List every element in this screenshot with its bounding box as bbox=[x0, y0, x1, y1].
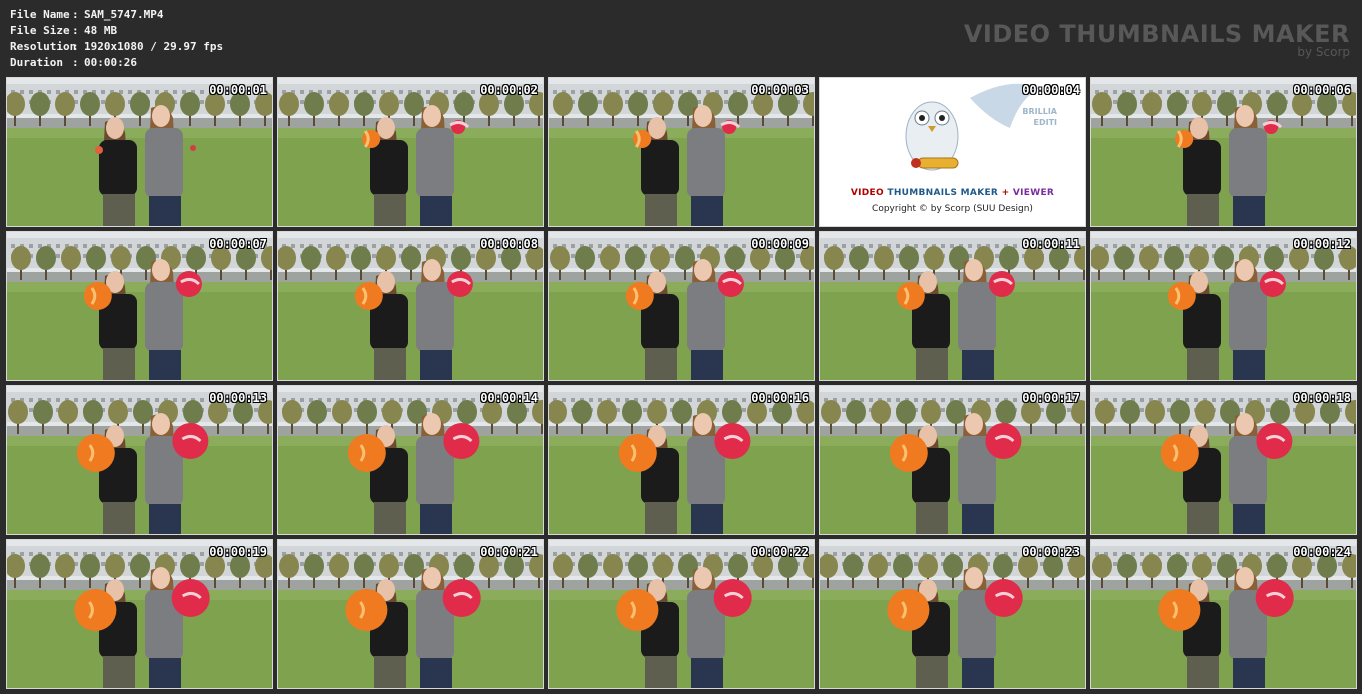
info-label: Resolution bbox=[10, 40, 77, 53]
info-value: 1920x1080 / 29.97 fps bbox=[84, 40, 224, 53]
logo-copyright: Copyright © by Scorp (SUU Design) bbox=[872, 204, 1033, 214]
info-separator: : bbox=[72, 56, 79, 69]
info-value: 00:00:26 bbox=[84, 56, 137, 69]
video-thumbnail[interactable]: 00:00:21 bbox=[277, 539, 544, 689]
logo-title-plus: + bbox=[1001, 188, 1010, 198]
video-thumbnail[interactable]: 00:00:18 bbox=[1090, 385, 1357, 535]
brand-title: VIDEO THUMBNAILS MAKER bbox=[963, 20, 1350, 48]
timestamp-label: 00:00:23 bbox=[1022, 545, 1080, 559]
video-frame bbox=[7, 232, 272, 380]
video-frame bbox=[278, 232, 543, 380]
video-thumbnail[interactable]: 00:00:14 bbox=[277, 385, 544, 535]
timestamp-label: 00:00:02 bbox=[480, 83, 538, 97]
logo-title-video: VIDEO bbox=[850, 188, 884, 198]
video-thumbnail[interactable]: 00:00:02 bbox=[277, 77, 544, 227]
video-frame bbox=[278, 540, 543, 688]
video-thumbnail[interactable]: 00:00:03 bbox=[548, 77, 815, 227]
logo-title-viewer: VIEWER bbox=[1012, 188, 1055, 198]
info-row: Resolution:1920x1080 / 29.97 fps bbox=[10, 39, 223, 55]
video-frame bbox=[1091, 78, 1356, 226]
video-frame bbox=[7, 386, 272, 534]
timestamp-label: 00:00:21 bbox=[480, 545, 538, 559]
logo-side-text: BRILLIA EDITI bbox=[1022, 106, 1057, 128]
video-thumbnail[interactable]: 00:00:22 bbox=[548, 539, 815, 689]
logo-title: VIDEO THUMBNAILS MAKER + VIEWER bbox=[820, 188, 1085, 198]
video-frame bbox=[820, 386, 1085, 534]
info-row: File Name: SAM_5747.MP4 bbox=[10, 7, 223, 23]
video-frame bbox=[278, 78, 543, 226]
video-frame bbox=[1091, 232, 1356, 380]
video-thumbnail[interactable]: 00:00:13 bbox=[6, 385, 273, 535]
timestamp-label: 00:00:04 bbox=[1022, 83, 1080, 97]
info-row: File Size:48 MB bbox=[10, 23, 223, 39]
video-frame bbox=[549, 386, 814, 534]
brand-watermark: VIDEO THUMBNAILS MAKER by Scorp bbox=[964, 20, 1350, 58]
timestamp-label: 00:00:22 bbox=[751, 545, 809, 559]
timestamp-label: 00:00:06 bbox=[1293, 83, 1351, 97]
video-thumbnail[interactable]: 00:00:24 bbox=[1090, 539, 1357, 689]
timestamp-label: 00:00:12 bbox=[1293, 237, 1351, 251]
timestamp-label: 00:00:16 bbox=[751, 391, 809, 405]
video-frame bbox=[549, 540, 814, 688]
brand-subtitle: by Scorp bbox=[1297, 45, 1350, 59]
info-separator: : bbox=[72, 8, 79, 21]
video-frame bbox=[278, 386, 543, 534]
timestamp-label: 00:00:13 bbox=[209, 391, 267, 405]
video-thumbnail[interactable]: 00:00:06 bbox=[1090, 77, 1357, 227]
video-frame bbox=[1091, 540, 1356, 688]
timestamp-label: 00:00:14 bbox=[480, 391, 538, 405]
timestamp-label: 00:00:03 bbox=[751, 83, 809, 97]
video-thumbnail[interactable]: 00:00:01 bbox=[6, 77, 273, 227]
info-separator: : bbox=[72, 24, 79, 37]
video-frame bbox=[1091, 386, 1356, 534]
timestamp-label: 00:00:09 bbox=[751, 237, 809, 251]
timestamp-label: 00:00:11 bbox=[1022, 237, 1080, 251]
video-frame bbox=[7, 540, 272, 688]
info-value: SAM_5747.MP4 bbox=[84, 8, 164, 21]
video-frame bbox=[820, 540, 1085, 688]
timestamp-label: 00:00:07 bbox=[209, 237, 267, 251]
video-thumbnail[interactable]: 00:00:11 bbox=[819, 231, 1086, 381]
video-frame bbox=[549, 78, 814, 226]
timestamp-label: 00:00:19 bbox=[209, 545, 267, 559]
timestamp-label: 00:00:18 bbox=[1293, 391, 1351, 405]
info-label: File Name bbox=[10, 8, 70, 21]
video-thumbnail[interactable]: 00:00:09 bbox=[548, 231, 815, 381]
thumbnail-grid: 00:00:01 00:00:02 00:00:03 BRILLIA EDITI VIDE… bbox=[6, 77, 1357, 689]
timestamp-label: 00:00:24 bbox=[1293, 545, 1351, 559]
timestamp-label: 00:00:01 bbox=[209, 83, 267, 97]
video-thumbnail[interactable]: 00:00:08 bbox=[277, 231, 544, 381]
info-label: File Size bbox=[10, 24, 70, 37]
video-thumbnail[interactable]: 00:00:23 bbox=[819, 539, 1086, 689]
timestamp-label: 00:00:08 bbox=[480, 237, 538, 251]
logo-side-line: EDITI bbox=[1033, 118, 1057, 127]
owl-logo-icon bbox=[905, 83, 1040, 171]
video-thumbnail[interactable]: 00:00:17 bbox=[819, 385, 1086, 535]
info-value: 48 MB bbox=[84, 24, 118, 37]
logo-title-maker: THUMBNAILS MAKER bbox=[887, 188, 999, 198]
timestamp-label: 00:00:17 bbox=[1022, 391, 1080, 405]
logo-side-line: BRILLIA bbox=[1022, 107, 1057, 116]
video-thumbnail[interactable]: 00:00:16 bbox=[548, 385, 815, 535]
file-info-panel: File Name: SAM_5747.MP4 File Size:48 MB Res… bbox=[10, 7, 223, 71]
logo-thumbnail[interactable]: BRILLIA EDITI VIDEO THUMBNAILS MAKER + VIE… bbox=[819, 77, 1086, 227]
info-label: Duration bbox=[10, 56, 63, 69]
video-thumbnail[interactable]: 00:00:19 bbox=[6, 539, 273, 689]
info-row: Duration:00:00:26 bbox=[10, 55, 223, 71]
info-separator: : bbox=[72, 40, 79, 53]
video-frame bbox=[549, 232, 814, 380]
video-frame bbox=[7, 78, 272, 226]
video-thumbnail[interactable]: 00:00:12 bbox=[1090, 231, 1357, 381]
video-frame bbox=[820, 232, 1085, 380]
video-thumbnail[interactable]: 00:00:07 bbox=[6, 231, 273, 381]
